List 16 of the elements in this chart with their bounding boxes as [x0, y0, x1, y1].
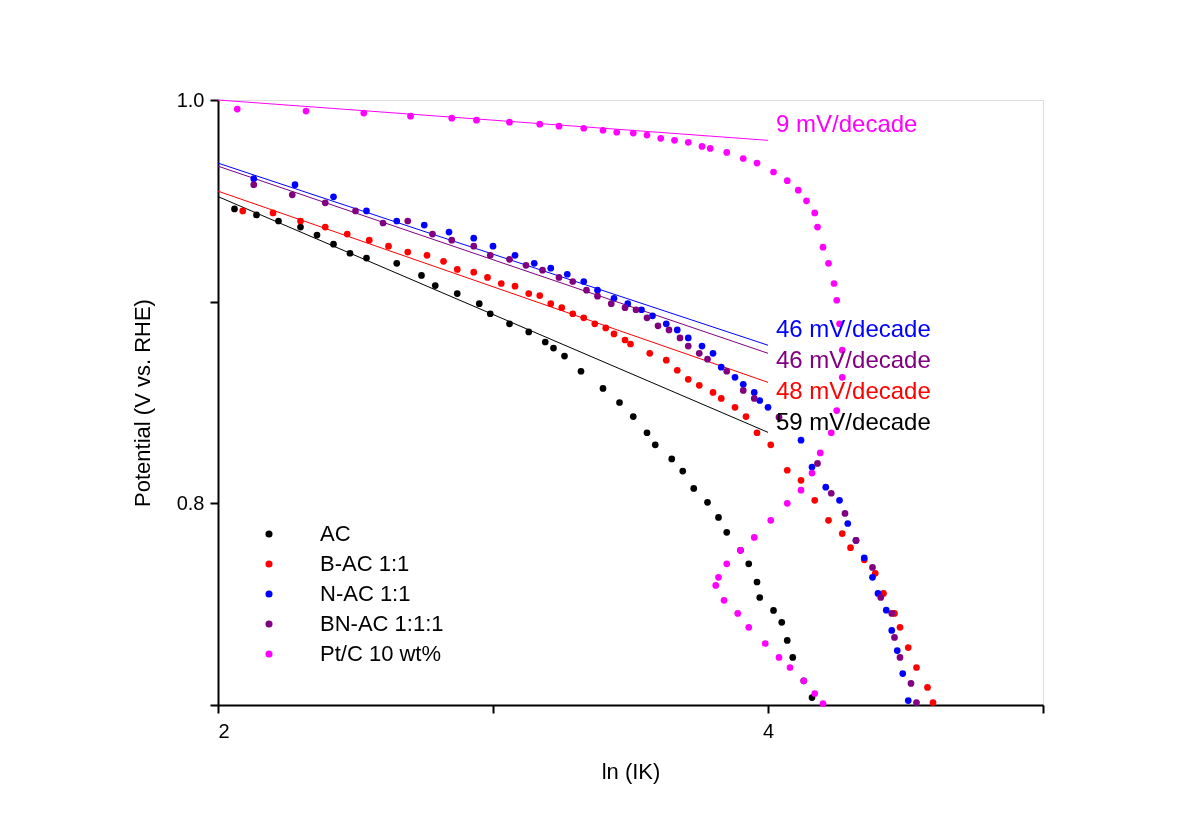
legend-label: BN-AC 1:1:1: [320, 611, 444, 636]
annotation: 48 mV/decade: [776, 377, 931, 405]
annotation: 9 mV/decade: [776, 110, 918, 138]
legend-label: B-AC 1:1: [320, 551, 410, 576]
legend-label: AC: [320, 521, 351, 546]
annotation: 46 mV/decade: [776, 346, 931, 374]
annotation: 46 mV/decade: [776, 315, 931, 343]
y-tick-label: 0.8: [176, 491, 205, 514]
y-axis-title: Potential (V vs. RHE): [129, 299, 155, 507]
legend-label: N-AC 1:1: [320, 581, 411, 606]
x-tick-label: 4: [762, 719, 775, 742]
x-tick-label: 2: [218, 719, 230, 742]
annotation: 59 mV/decade: [776, 408, 931, 436]
legend-label: Pt/C 10 wt%: [320, 641, 442, 666]
x-axis-title: ln (IK): [601, 758, 661, 784]
y-tick-label: 1.0: [176, 88, 205, 111]
